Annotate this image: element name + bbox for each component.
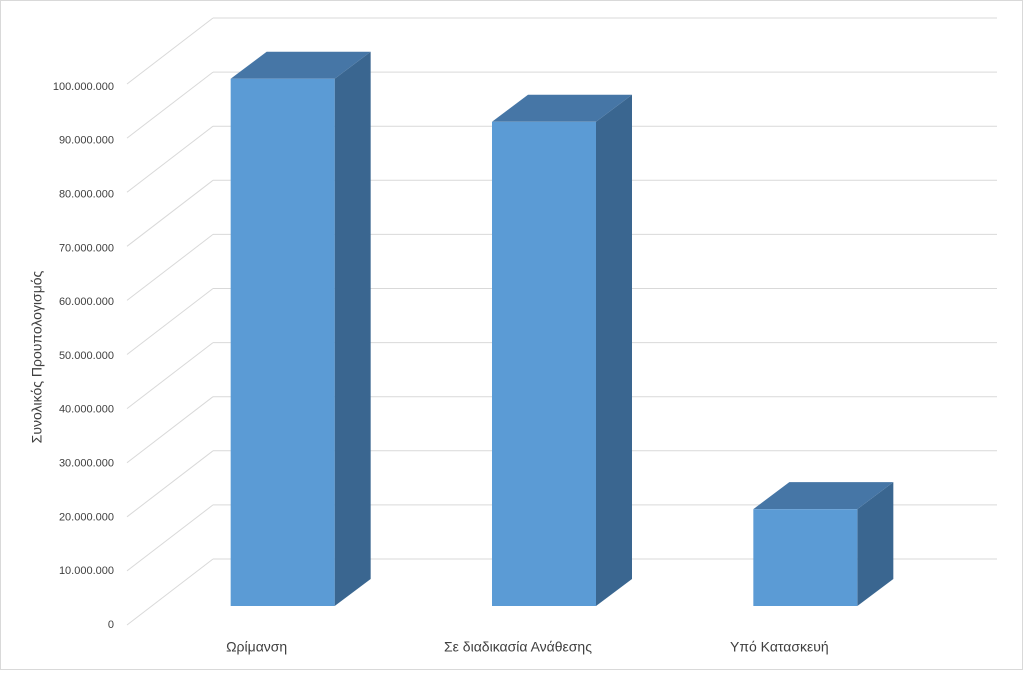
bar-top [753,482,894,510]
x-tick-label: Υπό Κατασκευή [730,639,829,655]
bar-top [230,51,371,79]
y-tick-label: 100.000.000 [53,81,114,93]
grid-line-side [126,504,214,572]
bar-side [596,94,632,607]
y-tick-label: 90.000.000 [59,135,114,147]
y-axis-title: Συνολικός Προυπολογισμός [29,270,45,443]
y-tick-label: 0 [108,619,114,631]
bar [492,121,596,607]
y-tick-label: 60.000.000 [59,296,114,308]
y-tick-label: 40.000.000 [59,404,114,416]
y-tick-label: 10.000.000 [59,565,114,577]
grid-line-side [126,450,214,518]
grid-line-side [126,396,214,464]
x-tick-label: Σε διαδικασία Ανάθεσης [444,639,592,655]
bar [230,78,335,606]
y-tick-label: 30.000.000 [59,458,114,470]
grid-line-side [126,288,214,355]
grid-line-side [126,342,214,409]
y-tick-label: 20.000.000 [59,511,114,523]
y-tick-label: 70.000.000 [59,242,114,254]
grid-line-side [126,558,214,626]
grid-line-side [126,17,214,85]
grid-line-side [126,125,214,193]
bar [753,509,858,606]
x-tick-label: Ωρίμανση [226,639,287,655]
y-tick-label: 80.000.000 [59,189,114,201]
bar-side [334,51,371,606]
grid-line-side [126,234,214,301]
bar-side [857,482,894,606]
grid-line-side [126,179,214,247]
y-tick-label: 50.000.000 [59,350,114,362]
grid-line-side [126,71,214,139]
bar-top [492,94,632,122]
